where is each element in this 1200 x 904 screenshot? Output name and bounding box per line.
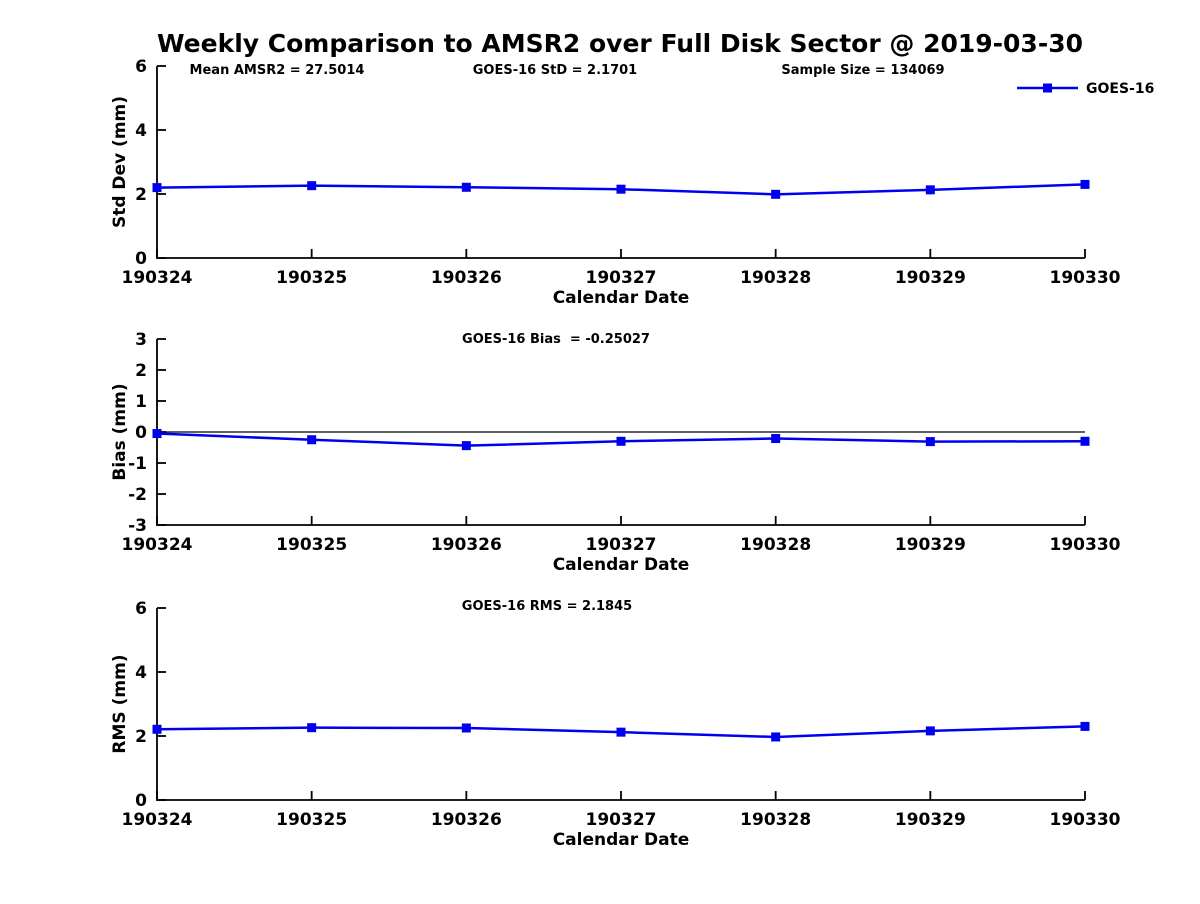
plot-area-bias: -3 -2 -1 0 1 2 3 190324 190325 190326 190327 190328… bbox=[122, 330, 1121, 555]
x-tick-label: 190330 bbox=[1050, 268, 1121, 288]
x-tick-label: 190326 bbox=[431, 810, 502, 830]
goes16-data-marker bbox=[925, 726, 935, 736]
y-tick-label: 6 bbox=[135, 57, 147, 77]
x-tick-label: 190327 bbox=[586, 268, 657, 288]
x-tick-label: 190325 bbox=[276, 810, 347, 830]
y-tick-label: 2 bbox=[135, 185, 147, 205]
x-tick-label: 190324 bbox=[122, 535, 193, 555]
legend: GOES-16 bbox=[1017, 81, 1154, 97]
goes16-data-marker bbox=[307, 181, 317, 191]
x-tick-label: 190330 bbox=[1050, 810, 1121, 830]
y-tick-label: 1 bbox=[135, 392, 147, 412]
y-tick-label: 2 bbox=[135, 361, 147, 381]
y-axis-label-rms: RMS (mm) bbox=[110, 654, 130, 753]
annotation-goes16-std: GOES-16 StD = 2.1701 bbox=[473, 63, 637, 78]
x-tick-label: 190324 bbox=[122, 810, 193, 830]
x-axis-label-std-dev: Calendar Date bbox=[553, 288, 690, 308]
x-axis-label-bias: Calendar Date bbox=[553, 555, 690, 575]
goes16-data-marker bbox=[925, 185, 935, 195]
chart-std-dev: Mean AMSR2 = 27.5014 GOES-16 StD = 2.170… bbox=[110, 57, 1154, 308]
x-tick-label: 190329 bbox=[895, 810, 966, 830]
goes16-data-marker bbox=[461, 723, 471, 733]
goes16-data-marker bbox=[925, 437, 935, 447]
x-axis-label-rms: Calendar Date bbox=[553, 830, 690, 850]
goes16-data-marker bbox=[1080, 436, 1090, 446]
plot-area-std-dev: 0 2 4 6 190324 190325 190326 190327 190328 190329… bbox=[122, 57, 1121, 288]
goes16-data-marker bbox=[307, 435, 317, 445]
chart-rms: GOES-16 RMS = 2.1845 RMS (mm) Calendar D… bbox=[110, 599, 1121, 850]
x-tick-label: 190328 bbox=[740, 535, 811, 555]
x-tick-label: 190324 bbox=[122, 268, 193, 288]
x-tick-label: 190325 bbox=[276, 268, 347, 288]
goes16-data-marker bbox=[307, 723, 317, 733]
y-axis-label-bias: Bias (mm) bbox=[110, 383, 130, 480]
y-tick-label: -1 bbox=[128, 454, 147, 474]
y-tick-label: 0 bbox=[135, 249, 147, 269]
goes16-data-marker bbox=[461, 441, 471, 451]
legend-label: GOES-16 bbox=[1086, 81, 1154, 97]
goes16-data-marker bbox=[616, 727, 626, 737]
y-tick-label: 4 bbox=[135, 121, 147, 141]
x-tick-label: 190326 bbox=[431, 268, 502, 288]
axis-spine bbox=[156, 608, 1085, 801]
goes16-data-marker bbox=[152, 183, 162, 193]
y-tick-label: 2 bbox=[135, 727, 147, 747]
x-tick-label: 190328 bbox=[740, 268, 811, 288]
y-tick-label: -3 bbox=[128, 516, 147, 536]
figure-title: Weekly Comparison to AMSR2 over Full Dis… bbox=[157, 29, 1083, 58]
chart-bias: GOES-16 Bias = -0.25027 Bias (mm) Calend… bbox=[110, 330, 1121, 575]
annotation-goes16-bias: GOES-16 Bias = -0.25027 bbox=[462, 332, 650, 347]
x-tick-label: 190329 bbox=[895, 535, 966, 555]
goes16-data-marker bbox=[771, 732, 781, 742]
goes16-data-marker bbox=[461, 182, 471, 192]
goes16-data-marker bbox=[152, 724, 162, 734]
y-tick-label: 0 bbox=[135, 423, 147, 443]
goes16-data-marker bbox=[616, 184, 626, 194]
y-axis-label-std-dev: Std Dev (mm) bbox=[110, 96, 130, 228]
y-tick-label: 0 bbox=[135, 791, 147, 811]
goes16-data-marker bbox=[616, 436, 626, 446]
annotation-mean-amsr2: Mean AMSR2 = 27.5014 bbox=[190, 63, 365, 78]
goes16-data-marker bbox=[1080, 179, 1090, 189]
x-tick-label: 190329 bbox=[895, 268, 966, 288]
legend-marker-square bbox=[1043, 83, 1052, 93]
plot-area-rms: 0 2 4 6 190324 190325 190326 190327 190328 190329… bbox=[122, 599, 1121, 830]
axis-spine bbox=[156, 66, 1085, 259]
x-tick-label: 190327 bbox=[586, 535, 657, 555]
y-tick-label: 3 bbox=[135, 330, 147, 350]
x-tick-label: 190327 bbox=[586, 810, 657, 830]
goes16-data-marker bbox=[771, 434, 781, 444]
x-tick-label: 190328 bbox=[740, 810, 811, 830]
x-tick-label: 190330 bbox=[1050, 535, 1121, 555]
goes16-data-marker bbox=[771, 189, 781, 199]
annotation-sample-size: Sample Size = 134069 bbox=[781, 63, 944, 78]
goes16-data-marker bbox=[1080, 721, 1090, 731]
x-tick-label: 190325 bbox=[276, 535, 347, 555]
x-tick-label: 190326 bbox=[431, 535, 502, 555]
annotation-goes16-rms: GOES-16 RMS = 2.1845 bbox=[462, 599, 632, 614]
y-tick-label: 4 bbox=[135, 663, 147, 683]
y-tick-label: -2 bbox=[128, 485, 147, 505]
goes16-data-marker bbox=[152, 429, 162, 439]
y-tick-label: 6 bbox=[135, 599, 147, 619]
